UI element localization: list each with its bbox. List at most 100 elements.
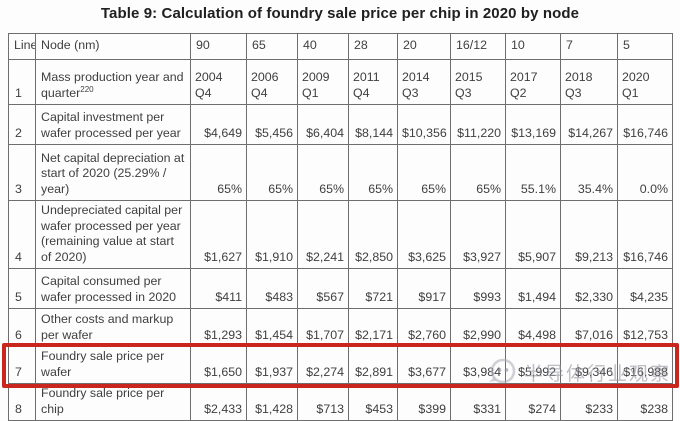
value-cell: 2011 Q4 [348,59,398,105]
value-cell: $411 [190,268,247,309]
value-cell: $1,293 [190,308,247,347]
column-header-node-28: 28 [348,33,398,60]
value-cell: $1,627 [190,200,247,269]
value-cell: $567 [297,268,349,309]
value-cell: $399 [397,383,451,421]
value-cell: $16,746 [617,104,673,145]
value-cell: $13,169 [505,104,561,145]
value-cell: 2009 Q1 [297,59,349,105]
row-label: Capital investment per wafer processed p… [41,110,181,140]
value-cell: 65% [348,144,398,201]
value-cell: $2,433 [190,383,247,421]
value-cell: $2,241 [297,200,349,269]
value-cell: $453 [348,383,398,421]
row-label: Capital consumed per wafer processed in … [41,274,177,304]
value-cell: $9,213 [560,200,618,269]
value-cell: $274 [505,383,561,421]
value-cell: 2018 Q3 [560,59,618,105]
value-cell: $1,428 [246,383,298,421]
value-cell: $238 [617,383,673,421]
value-cell: $721 [348,268,398,309]
line-number-cell: 3 [8,144,36,201]
value-cell: 2015 Q3 [450,59,506,105]
column-header-line: Line [8,33,36,60]
value-cell: $16,988 [617,346,673,384]
value-cell: $5,907 [505,200,561,269]
line-number-cell: 4 [8,200,36,269]
value-cell: $5,992 [505,346,561,384]
value-cell: 65% [297,144,349,201]
value-cell: $2,274 [297,346,349,384]
value-cell: 2017 Q2 [505,59,561,105]
column-header-node-20: 20 [397,33,451,60]
value-cell: $4,235 [617,268,673,309]
table-row: 1 Mass production year and quarter220 2004… [8,59,673,105]
data-table: Line Node (nm) 90 65 40 28 20 16/12 10 7 5 1 Mass p… [8,33,673,421]
value-cell: 65% [397,144,451,201]
value-cell: $9,346 [560,346,618,384]
value-cell: $1,494 [505,268,561,309]
value-cell: 55.1% [505,144,561,201]
table-row: 8 Foundry sale price per chip $2,433 $1,428… [8,383,673,421]
value-cell: $2,171 [348,308,398,347]
value-cell: $5,456 [246,104,298,145]
line-number-cell: 8 [8,383,36,421]
value-cell: $10,356 [397,104,451,145]
value-cell: $3,677 [397,346,451,384]
line-number-cell: 2 [8,104,36,145]
line-number-cell: 6 [8,308,36,347]
value-cell: $2,891 [348,346,398,384]
column-header-node-16-12: 16/12 [450,33,506,60]
value-cell: $713 [297,383,349,421]
column-header-node-5: 5 [617,33,673,60]
row-label-cell: Mass production year and quarter220 [35,59,191,105]
value-cell: $8,144 [348,104,398,145]
value-cell: 2004 Q4 [190,59,247,105]
value-cell: $2,330 [560,268,618,309]
value-cell: 2020 Q1 [617,59,673,105]
footnote-reference: 220 [80,84,94,94]
value-cell: 2006 Q4 [246,59,298,105]
table-container: Line Node (nm) 90 65 40 28 20 16/12 10 7 5 1 Mass p… [1,33,679,421]
table-row: 3 Net capital depreciation at start of 20… [8,144,673,201]
table-row: 2 Capital investment per wafer processed … [8,104,673,145]
value-cell: $16,746 [617,200,673,269]
column-header-node-7: 7 [560,33,618,60]
value-cell: 65% [190,144,247,201]
value-cell: $2,760 [397,308,451,347]
row-label-cell: Net capital depreciation at start of 202… [35,144,191,201]
column-header-node-40: 40 [297,33,349,60]
value-cell: 2014 Q3 [397,59,451,105]
table-title: Table 9: Calculation of foundry sale pri… [100,5,580,22]
document-page: Table 9: Calculation of foundry sale pri… [1,5,679,421]
value-cell: $233 [560,383,618,421]
row-label: Mass production year and quarter [41,70,184,100]
table-header: Line Node (nm) 90 65 40 28 20 16/12 10 7 5 [8,33,673,60]
row-label: Undepreciated capital per wafer processe… [41,203,183,264]
table-row: 7 Foundry sale price per wafer $1,650 $1,93… [8,346,673,384]
table-row: 5 Capital consumed per wafer processed in… [8,268,673,309]
row-label: Other costs and markup per wafer [41,312,174,342]
value-cell: $1,910 [246,200,298,269]
table-body: 1 Mass production year and quarter220 2004… [8,59,673,421]
value-cell: 0.0% [617,144,673,201]
value-cell: $14,267 [560,104,618,145]
value-cell: $3,984 [450,346,506,384]
row-label-cell: Foundry sale price per chip [35,383,191,421]
value-cell: 65% [246,144,298,201]
value-cell: $7,016 [560,308,618,347]
header-row: Line Node (nm) 90 65 40 28 20 16/12 10 7 5 [8,33,673,60]
value-cell: $6,404 [297,104,349,145]
value-cell: $917 [397,268,451,309]
value-cell: $993 [450,268,506,309]
row-label: Foundry sale price per chip [41,386,165,416]
value-cell: $483 [246,268,298,309]
value-cell: $3,927 [450,200,506,269]
value-cell: $1,650 [190,346,247,384]
row-label-cell: Capital investment per wafer processed p… [35,104,191,145]
line-number-cell: 5 [8,268,36,309]
value-cell: $331 [450,383,506,421]
row-label-cell: Other costs and markup per wafer [35,308,191,347]
table-row: 6 Other costs and markup per wafer $1,293 $… [8,308,673,347]
value-cell: $2,990 [450,308,506,347]
